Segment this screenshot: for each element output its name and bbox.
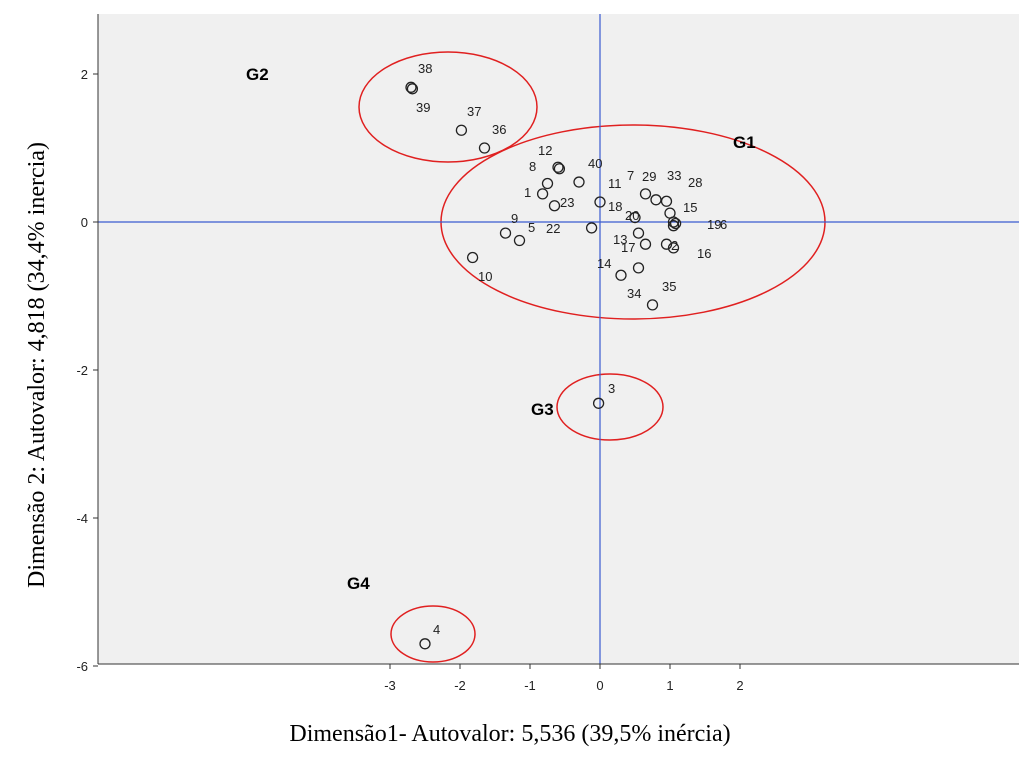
point-label-6: 6 [720,217,727,232]
data-point-15 [667,216,680,228]
point-label-17: 17 [621,240,635,255]
data-point-8 [541,177,554,190]
point-label-20: 20 [625,208,639,223]
point-label-16: 16 [697,246,711,261]
point-label-18: 18 [608,199,622,214]
data-point-5 [513,234,526,247]
data-point-33 [660,195,673,207]
data-point-2 [660,238,673,250]
data-point-13 [632,227,645,239]
y-tick-label: -4 [76,511,88,526]
point-label-38: 38 [418,61,432,76]
data-point-17 [639,238,652,250]
group-label-g3: G3 [531,400,554,419]
group-labels: G1 G2 G3 G4 [246,65,756,593]
point-label-3: 3 [608,381,615,396]
plot-area [98,14,1019,664]
data-point-4 [419,638,431,650]
data-points [405,81,682,650]
data-point-40 [553,163,566,175]
data-point-12 [552,161,564,173]
point-label-23: 23 [560,195,574,210]
point-label-13: 13 [613,232,627,247]
point-label-9: 9 [511,211,518,226]
data-point-19 [669,217,682,230]
point-label-28: 28 [688,175,702,190]
data-point-3 [592,397,605,409]
ellipse-g3 [556,373,664,441]
point-label-22: 22 [546,221,560,236]
point-label-40: 40 [588,156,602,171]
x-tick-label: -2 [454,678,466,693]
point-label-10: 10 [478,269,492,284]
data-point-10 [466,251,479,264]
data-point-23 [548,200,561,212]
point-label-8: 8 [529,159,536,174]
point-label-15: 15 [683,200,697,215]
x-axis-title: Dimensão1- Autovalor: 5,536 (39,5% inérc… [289,721,730,747]
point-label-34: 34 [627,286,641,301]
point-label-36: 36 [492,122,506,137]
y-axis-title: Dimensão 2: Autovalor: 4,818 (34,4% iner… [24,142,50,588]
group-label-g2: G2 [246,65,269,84]
data-point-18 [594,196,606,208]
point-label-39: 39 [416,100,430,115]
y-tick-label: -2 [76,363,88,378]
y-tick-label: 2 [81,67,88,82]
data-point-11 [573,176,585,188]
reference-lines [98,14,1019,664]
axis-ticks: -3 -2 -1 0 1 220-2-4-6 [76,67,743,693]
ellipse-g4 [390,605,476,663]
data-point-36 [478,142,491,154]
data-point-22 [585,222,598,234]
point-label-35: 35 [662,279,676,294]
data-point-37 [455,124,468,136]
x-tick-label: 1 [666,678,673,693]
data-point-29 [650,194,662,206]
data-point-14 [615,269,627,281]
point-label-1: 1 [524,185,531,200]
x-tick-label: -3 [384,678,396,693]
data-point-9 [499,227,512,239]
point-label-29: 29 [642,169,656,184]
point-label-37: 37 [467,104,481,119]
data-point-38 [405,81,417,93]
data-point-39 [406,83,419,95]
point-label-19: 19 [707,217,721,232]
data-point-1 [536,188,549,200]
x-tick-label: 0 [596,678,603,693]
y-tick-label: 0 [81,215,88,230]
point-label-7: 7 [627,168,634,183]
ellipse-g2 [358,51,538,163]
x-tick-label: -1 [524,678,536,693]
data-point-16 [667,242,680,254]
point-label-4: 4 [433,622,440,637]
point-label-11: 11 [608,176,622,191]
point-label-33: 33 [667,168,681,183]
point-label-12: 12 [538,143,552,158]
data-point-7 [639,188,652,200]
x-tick-label: 2 [736,678,743,693]
data-point-20 [629,211,641,224]
point-label-2: 2 [671,238,678,253]
data-point-35 [646,299,659,311]
point-label-5: 5 [528,220,535,235]
y-tick-label: -6 [76,659,88,674]
point-label-14: 14 [597,256,611,271]
data-point-6 [667,220,680,232]
data-point-34 [632,262,645,274]
group-label-g4: G4 [347,574,370,593]
group-label-g1: G1 [733,133,756,152]
